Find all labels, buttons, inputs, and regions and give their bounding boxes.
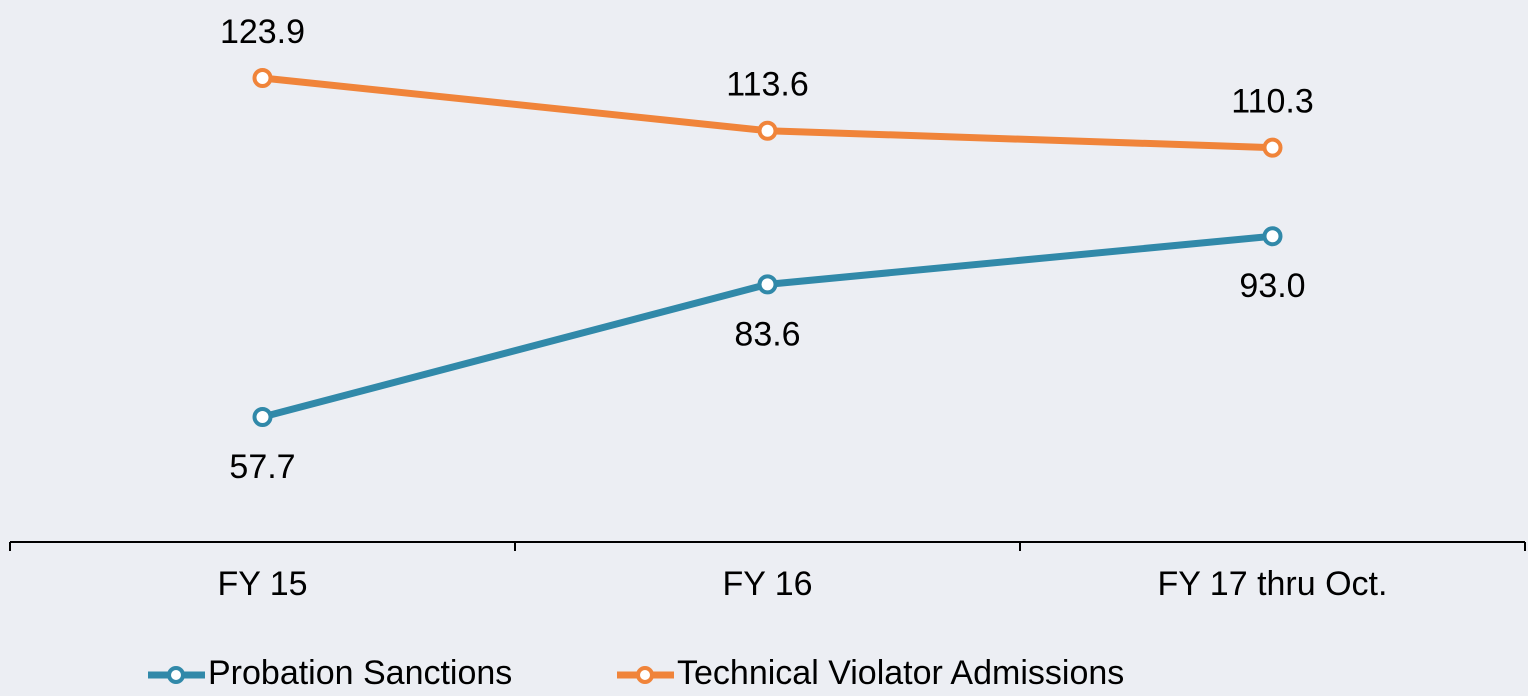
legend-marker	[636, 666, 654, 684]
point	[1262, 226, 1283, 247]
x-tick-label: FY 15	[217, 565, 307, 603]
data-label: 110.3	[1231, 83, 1314, 121]
data-label: 123.9	[220, 13, 305, 51]
data-label: 57.7	[229, 448, 295, 486]
legend-label: Technical Violator Admissions	[677, 654, 1124, 692]
x-tick-label: FY 16	[722, 565, 812, 603]
x-tick-label: FY 17 thru Oct.	[1158, 565, 1388, 603]
legend-label: Probation Sanctions	[208, 654, 512, 692]
data-label: 93.0	[1239, 267, 1305, 305]
legend-marker	[167, 666, 185, 684]
point	[252, 68, 273, 88]
point	[757, 120, 778, 141]
data-label: 83.6	[734, 315, 800, 353]
point	[757, 274, 778, 295]
point	[252, 407, 273, 427]
point	[1262, 137, 1283, 158]
data-label: 113.6	[726, 66, 809, 104]
